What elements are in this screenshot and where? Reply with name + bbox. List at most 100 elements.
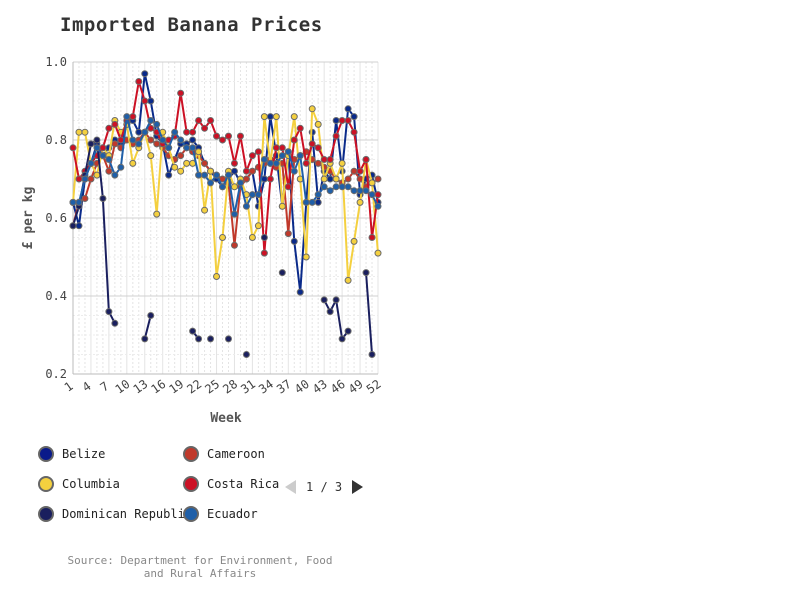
data-point-ecuador[interactable] — [183, 144, 191, 152]
data-point-costa-rica[interactable] — [189, 128, 197, 136]
data-point-columbia[interactable] — [356, 198, 364, 206]
data-point-cameroon[interactable] — [374, 175, 382, 183]
data-point-ecuador[interactable] — [165, 144, 173, 152]
data-point-columbia[interactable] — [129, 159, 137, 167]
data-point-belize[interactable] — [189, 136, 197, 144]
data-point-belize[interactable] — [350, 113, 358, 121]
data-point-belize[interactable] — [290, 237, 298, 245]
data-point-dominican-republic[interactable] — [99, 195, 107, 202]
data-point-ecuador[interactable] — [290, 167, 298, 175]
data-point-ecuador[interactable] — [135, 140, 143, 148]
data-point-columbia[interactable] — [230, 183, 238, 191]
data-point-ecuador[interactable] — [153, 120, 161, 128]
data-point-dominican-republic[interactable] — [260, 234, 268, 241]
data-point-ecuador[interactable] — [320, 183, 328, 191]
data-point-cameroon[interactable] — [153, 140, 161, 148]
data-point-columbia[interactable] — [183, 159, 191, 167]
data-point-belize[interactable] — [230, 167, 238, 175]
data-point-costa-rica[interactable] — [344, 117, 352, 124]
data-point-ecuador[interactable] — [314, 191, 322, 199]
data-point-costa-rica[interactable] — [207, 117, 215, 124]
data-point-ecuador[interactable] — [272, 159, 280, 167]
data-point-cameroon[interactable] — [350, 167, 358, 175]
data-point-costa-rica[interactable] — [183, 128, 191, 136]
data-point-columbia[interactable] — [213, 273, 221, 280]
data-point-costa-rica[interactable] — [224, 132, 232, 140]
data-point-costa-rica[interactable] — [332, 132, 340, 140]
data-point-costa-rica[interactable] — [135, 78, 143, 85]
data-point-columbia[interactable] — [290, 113, 298, 121]
data-point-costa-rica[interactable] — [278, 144, 286, 152]
data-point-ecuador[interactable] — [93, 144, 101, 152]
data-point-costa-rica[interactable] — [141, 97, 149, 105]
data-point-belize[interactable] — [296, 288, 304, 296]
data-point-cameroon[interactable] — [81, 195, 89, 202]
data-point-ecuador[interactable] — [362, 187, 370, 195]
data-point-ecuador[interactable] — [308, 198, 316, 206]
data-point-ecuador[interactable] — [123, 113, 131, 121]
data-point-dominican-republic[interactable] — [195, 335, 203, 343]
data-point-costa-rica[interactable] — [284, 183, 292, 191]
data-point-costa-rica[interactable] — [111, 120, 119, 128]
data-point-dominican-republic[interactable] — [141, 335, 149, 343]
data-point-ecuador[interactable] — [296, 152, 304, 160]
data-point-columbia[interactable] — [248, 234, 256, 241]
data-point-cameroon[interactable] — [177, 152, 185, 160]
data-point-cameroon[interactable] — [242, 175, 250, 183]
data-point-costa-rica[interactable] — [296, 124, 304, 132]
data-point-belize[interactable] — [326, 175, 334, 183]
data-point-cameroon[interactable] — [230, 241, 238, 249]
data-point-dominican-republic[interactable] — [147, 312, 155, 319]
data-point-cameroon[interactable] — [248, 167, 256, 175]
data-point-ecuador[interactable] — [368, 191, 376, 199]
legend-item-columbia[interactable]: Columbia — [38, 476, 120, 492]
data-point-ecuador[interactable] — [213, 171, 221, 179]
data-point-ecuador[interactable] — [111, 171, 119, 179]
data-point-columbia[interactable] — [320, 175, 328, 183]
data-point-ecuador[interactable] — [344, 183, 352, 191]
data-point-columbia[interactable] — [308, 105, 316, 113]
data-point-belize[interactable] — [165, 171, 173, 179]
data-point-columbia[interactable] — [302, 253, 310, 261]
data-point-costa-rica[interactable] — [105, 124, 113, 132]
data-point-costa-rica[interactable] — [236, 132, 244, 140]
data-point-columbia[interactable] — [272, 113, 280, 121]
data-point-ecuador[interactable] — [195, 171, 203, 179]
data-point-ecuador[interactable] — [159, 136, 167, 144]
data-point-ecuador[interactable] — [374, 202, 382, 210]
data-point-ecuador[interactable] — [177, 136, 185, 144]
data-point-ecuador[interactable] — [248, 191, 256, 199]
data-point-ecuador[interactable] — [141, 128, 149, 136]
data-point-ecuador[interactable] — [87, 159, 95, 167]
data-point-ecuador[interactable] — [129, 136, 137, 144]
data-point-ecuador[interactable] — [219, 183, 227, 191]
data-point-ecuador[interactable] — [350, 187, 358, 195]
data-point-columbia[interactable] — [278, 202, 286, 210]
data-point-columbia[interactable] — [332, 175, 340, 183]
data-point-cameroon[interactable] — [147, 136, 155, 144]
data-point-costa-rica[interactable] — [260, 249, 268, 257]
data-point-columbia[interactable] — [147, 152, 155, 160]
data-point-ecuador[interactable] — [326, 187, 334, 195]
data-point-ecuador[interactable] — [266, 159, 274, 167]
data-point-dominican-republic[interactable] — [362, 269, 370, 277]
data-point-columbia[interactable] — [344, 276, 352, 284]
legend-item-dominican-republic[interactable]: Dominican Republic — [38, 506, 192, 522]
data-point-cameroon[interactable] — [111, 140, 119, 148]
data-point-costa-rica[interactable] — [248, 152, 256, 160]
data-point-ecuador[interactable] — [284, 148, 292, 156]
data-point-costa-rica[interactable] — [368, 234, 376, 241]
data-point-ecuador[interactable] — [254, 191, 262, 199]
data-point-dominican-republic[interactable] — [93, 136, 101, 144]
data-point-dominican-republic[interactable] — [368, 351, 376, 358]
data-point-costa-rica[interactable] — [230, 159, 238, 167]
data-point-costa-rica[interactable] — [75, 175, 83, 183]
data-point-belize[interactable] — [314, 198, 322, 206]
data-point-costa-rica[interactable] — [302, 159, 310, 167]
data-point-ecuador[interactable] — [147, 117, 155, 124]
data-point-dominican-republic[interactable] — [326, 308, 334, 316]
data-point-columbia[interactable] — [254, 222, 262, 230]
data-point-columbia[interactable] — [81, 128, 89, 136]
data-point-ecuador[interactable] — [105, 156, 113, 163]
data-point-columbia[interactable] — [314, 120, 322, 128]
